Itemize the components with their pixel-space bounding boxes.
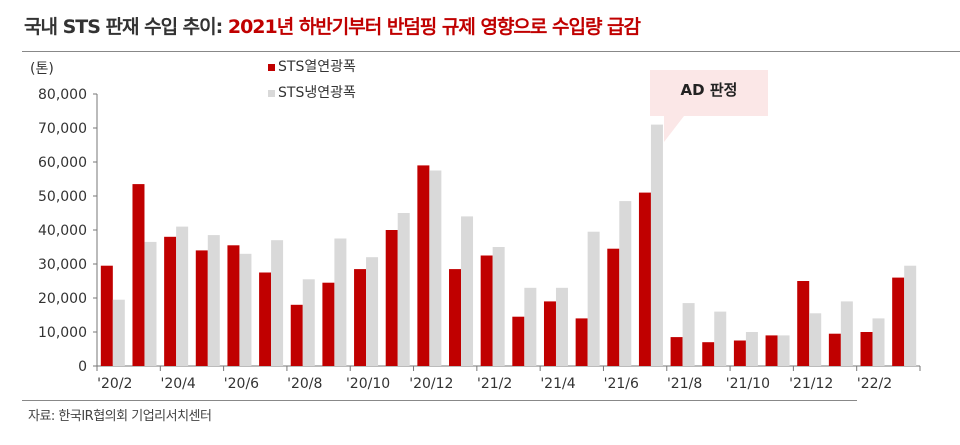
chart-title: 국내 STS 판재 수입 추이: 2021년 하반기부터 반덤핑 규제 영향으로… bbox=[24, 12, 641, 39]
x-tick-label: '20/8 bbox=[287, 376, 322, 392]
bar-hot-'20/8 bbox=[290, 304, 303, 366]
bar-cold-'21/5 bbox=[587, 231, 600, 366]
bar-hot-'20/4 bbox=[164, 236, 177, 366]
bottom-divider bbox=[22, 400, 857, 401]
x-tick-label: '20/4 bbox=[160, 376, 195, 392]
x-tick-label: '20/10 bbox=[346, 376, 390, 392]
bar-cold-'21/9 bbox=[714, 311, 727, 366]
x-tick-label: '20/12 bbox=[409, 376, 453, 392]
bar-cold-'20/5 bbox=[207, 235, 220, 366]
x-tick-label: '21/10 bbox=[726, 376, 770, 392]
y-tick-label: 10,000 bbox=[38, 325, 87, 341]
y-tick-label: 70,000 bbox=[38, 121, 87, 137]
x-tick-label: '20/2 bbox=[97, 376, 132, 392]
x-tick-label: '21/6 bbox=[604, 376, 639, 392]
bar-hot-'21/9 bbox=[702, 342, 715, 366]
bar-cold-'22/2 bbox=[872, 318, 885, 366]
x-tick-label: '21/8 bbox=[667, 376, 702, 392]
x-tick-label: '21/12 bbox=[789, 376, 833, 392]
bar-cold-'20/4 bbox=[176, 226, 189, 366]
legend-label-hot: STS열연광폭 bbox=[278, 59, 356, 75]
bar-hot-'21/8 bbox=[670, 337, 683, 366]
bar-hot-'22/3 bbox=[892, 277, 905, 366]
bar-hot-'22/1 bbox=[828, 333, 841, 366]
bar-cold-'20/8 bbox=[302, 279, 315, 366]
x-tick-label: '21/2 bbox=[477, 376, 512, 392]
bar-cold-'21/3 bbox=[524, 287, 537, 366]
bar-hot-'21/4 bbox=[543, 301, 556, 366]
bar-cold-'21/11 bbox=[777, 335, 790, 366]
bar-cold-'20/6 bbox=[239, 253, 252, 366]
bar-hot-'21/3 bbox=[512, 316, 525, 366]
bar-cold-'21/2 bbox=[492, 247, 505, 366]
y-tick-label: 60,000 bbox=[38, 155, 87, 171]
bar-cold-'22/1 bbox=[840, 301, 853, 366]
x-tick-label: '22/2 bbox=[857, 376, 892, 392]
x-tick-label: '20/6 bbox=[224, 376, 259, 392]
legend-swatch-hot bbox=[268, 63, 275, 71]
y-tick-label: 20,000 bbox=[38, 291, 87, 307]
bar-cold-'20/7 bbox=[271, 240, 284, 366]
y-tick-label: 80,000 bbox=[38, 87, 87, 103]
title-prefix: 국내 STS 판재 수입 추이: bbox=[24, 16, 228, 38]
title-highlight: 2021년 하반기부터 반덤핑 규제 영향으로 수입량 급감 bbox=[227, 16, 641, 38]
y-unit-label: (톤) bbox=[30, 61, 54, 77]
bar-hot-'20/6 bbox=[227, 245, 240, 366]
bar-hot-'21/7 bbox=[638, 192, 651, 366]
legend-swatch-cold bbox=[268, 89, 275, 97]
ad-annotation-callout: AD 판정 bbox=[650, 70, 768, 142]
bar-cold-'21/6 bbox=[619, 201, 632, 366]
y-tick-label: 40,000 bbox=[38, 223, 87, 239]
bar-hot-'21/5 bbox=[575, 318, 588, 366]
bar-cold-'21/7 bbox=[650, 124, 663, 366]
title-divider bbox=[22, 51, 960, 52]
bar-cold-'21/4 bbox=[555, 287, 568, 366]
bar-hot-'20/10 bbox=[354, 269, 367, 366]
bar-cold-'20/11 bbox=[397, 213, 410, 366]
bar-hot-'21/11 bbox=[765, 335, 778, 366]
bar-cold-'21/8 bbox=[682, 303, 695, 366]
source-note: 자료: 한국IR협의회 기업리서치센터 bbox=[28, 409, 212, 424]
bar-hot-'22/2 bbox=[860, 332, 873, 366]
y-tick-label: 50,000 bbox=[38, 189, 87, 205]
bar-hot-'21/10 bbox=[733, 340, 746, 366]
bar-cold-'22/3 bbox=[904, 265, 917, 366]
bar-hot-'20/7 bbox=[259, 272, 272, 366]
bar-hot-'21/6 bbox=[607, 248, 620, 366]
bar-hot-'20/3 bbox=[132, 184, 145, 366]
bar-hot-'20/11 bbox=[385, 230, 398, 366]
bar-cold-'20/10 bbox=[366, 257, 379, 366]
x-tick-label: '21/4 bbox=[540, 376, 575, 392]
legend-label-cold: STS냉연광폭 bbox=[278, 85, 356, 101]
bar-hot-'21/12 bbox=[797, 281, 810, 366]
bar-cold-'21/10 bbox=[745, 332, 758, 366]
bar-cold-'20/2 bbox=[112, 299, 125, 366]
bar-hot-'20/12 bbox=[417, 165, 430, 366]
bar-cold-'20/12 bbox=[429, 170, 442, 366]
bar-hot-'20/2 bbox=[100, 265, 113, 366]
y-tick-label: 30,000 bbox=[38, 257, 87, 273]
bar-cold-'20/9 bbox=[334, 238, 347, 366]
bar-hot-'20/9 bbox=[322, 282, 335, 366]
bar-cold-'21/12 bbox=[809, 313, 822, 366]
bar-cold-'20/3 bbox=[144, 241, 157, 366]
bar-cold-'21/1 bbox=[461, 216, 474, 366]
y-tick-label: 0 bbox=[78, 359, 87, 375]
bar-hot-'20/5 bbox=[195, 250, 208, 366]
bar-hot-'21/2 bbox=[480, 255, 493, 366]
bar-hot-'21/1 bbox=[449, 269, 462, 366]
legend-item-cold: STS냉연광폭 bbox=[268, 82, 356, 102]
legend-item-hot: STS열연광폭 bbox=[268, 56, 356, 76]
